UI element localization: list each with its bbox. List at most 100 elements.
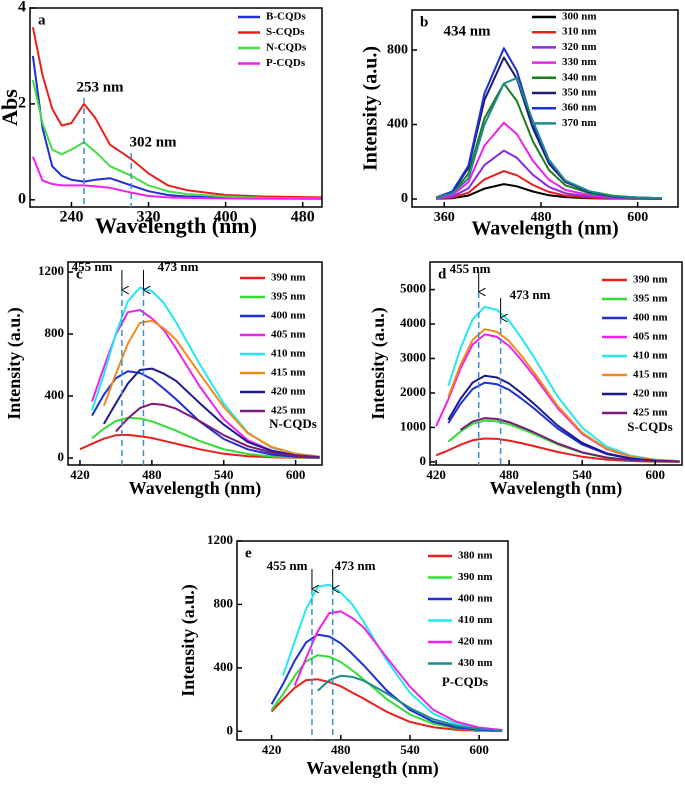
x-tick-label: 320 xyxy=(137,209,161,226)
y-tick-label: 0 xyxy=(58,449,65,464)
y-axis-label: Intensity (a.u.) xyxy=(178,584,199,697)
data-line xyxy=(435,77,662,200)
data-line xyxy=(270,633,503,732)
legend-label: 330 nm xyxy=(562,56,597,68)
y-tick-label: 0 xyxy=(18,190,26,207)
y-tick-label: 1000 xyxy=(400,418,426,433)
axes-frame xyxy=(67,261,323,466)
legend-label: 400 nm xyxy=(271,310,306,322)
axes-frame xyxy=(429,261,683,466)
y-tick-label: 2 xyxy=(18,95,26,112)
data-line xyxy=(115,402,320,459)
x-tick-label: 480 xyxy=(331,742,351,757)
legend-label: 405 nm xyxy=(633,331,668,343)
x-axis-label: Wavelength (nm) xyxy=(129,478,262,499)
annotation: 473 nm xyxy=(158,259,199,274)
x-axis-label: Wavelength (nm) xyxy=(95,213,257,238)
axes-frame xyxy=(29,7,323,208)
data-line xyxy=(293,610,503,731)
y-tick-label: 800 xyxy=(214,595,234,610)
annotation: 253 nm xyxy=(76,79,124,95)
panel-label: d xyxy=(438,266,447,282)
annotation: 473 nm xyxy=(335,558,376,573)
panel-label: a xyxy=(38,12,46,28)
y-tick-label: 0 xyxy=(227,722,234,737)
x-tick-label: 600 xyxy=(469,742,489,757)
data-line xyxy=(447,328,680,463)
data-line xyxy=(31,55,322,200)
y-axis-label: Abs xyxy=(0,89,22,126)
legend-label: B-CQDs xyxy=(266,11,306,23)
annotation: 302 nm xyxy=(129,134,177,150)
annotation: 455 nm xyxy=(267,558,308,573)
data-line xyxy=(91,416,320,459)
y-axis-label: Intensity (a.u.) xyxy=(368,307,389,420)
data-line xyxy=(79,433,320,459)
sample-label: S-CQDs xyxy=(627,419,673,434)
y-tick-label: 5000 xyxy=(400,281,426,296)
legend-label: 400 nm xyxy=(458,593,493,605)
x-tick-label: 480 xyxy=(142,467,162,482)
x-axis-label: Wavelength (nm) xyxy=(490,478,623,499)
legend-label: P-CQDs xyxy=(266,57,306,69)
x-tick-label: 600 xyxy=(645,467,665,482)
panel-label: c xyxy=(76,266,83,282)
legend-label: 420 nm xyxy=(633,388,668,400)
data-line xyxy=(317,674,503,732)
legend-label: 390 nm xyxy=(633,274,668,286)
legend-label: 410 nm xyxy=(458,614,493,626)
data-line xyxy=(91,370,320,459)
y-tick-label: 400 xyxy=(214,659,234,674)
legend-label: 405 nm xyxy=(271,329,306,341)
y-tick-label: 0 xyxy=(420,453,427,468)
x-tick-label: 480 xyxy=(499,467,519,482)
legend-label: 410 nm xyxy=(633,350,668,362)
data-line xyxy=(270,654,503,732)
y-axis-label: Intensity (a.u.) xyxy=(360,46,382,171)
legend-label: N-CQDs xyxy=(266,42,307,54)
legend-label: 310 nm xyxy=(562,26,597,38)
legend-label: 320 nm xyxy=(562,41,597,53)
legend-label: 410 nm xyxy=(271,348,306,360)
panel-label: b xyxy=(420,14,428,30)
y-tick-label: 800 xyxy=(387,42,408,57)
y-tick-label: 800 xyxy=(45,325,65,340)
axes-frame xyxy=(411,9,679,208)
y-tick-label: 0 xyxy=(401,191,408,206)
legend-label: 430 nm xyxy=(458,657,493,669)
legend-label: 340 nm xyxy=(562,71,597,83)
sample-label: N-CQDs xyxy=(269,416,317,431)
legend-label: 360 nm xyxy=(562,102,597,114)
annotation: 455 nm xyxy=(450,261,491,276)
legend-label: 420 nm xyxy=(271,386,306,398)
x-tick-label: 540 xyxy=(400,742,420,757)
x-tick-label: 540 xyxy=(214,467,234,482)
x-axis-label: Wavelength (nm) xyxy=(471,218,618,240)
annotation: 473 nm xyxy=(510,287,551,302)
data-line xyxy=(103,367,320,459)
data-line xyxy=(459,417,680,463)
data-line xyxy=(102,319,320,458)
y-tick-label: 400 xyxy=(45,387,65,402)
plot-area xyxy=(270,583,503,733)
annotation: 434 nm xyxy=(443,23,491,39)
x-tick-label: 420 xyxy=(426,467,446,482)
y-tick-label: 1200 xyxy=(207,532,233,547)
legend-label: 400 nm xyxy=(633,312,668,324)
legend-label: 300 nm xyxy=(562,11,597,23)
data-line xyxy=(435,437,680,463)
x-tick-label: 540 xyxy=(572,467,592,482)
plot-area xyxy=(79,286,320,459)
data-line xyxy=(282,583,503,732)
data-line xyxy=(31,79,322,200)
x-tick-label: 600 xyxy=(627,210,648,225)
legend-label: 395 nm xyxy=(633,293,668,305)
legend-label: 380 nm xyxy=(458,550,493,562)
panel-label: e xyxy=(245,545,252,561)
legend-label: 425 nm xyxy=(633,407,668,419)
legend-label: 350 nm xyxy=(562,87,597,99)
y-tick-label: 1200 xyxy=(38,263,64,278)
x-tick-label: 240 xyxy=(59,209,83,226)
annotation: 455 nm xyxy=(72,259,113,274)
